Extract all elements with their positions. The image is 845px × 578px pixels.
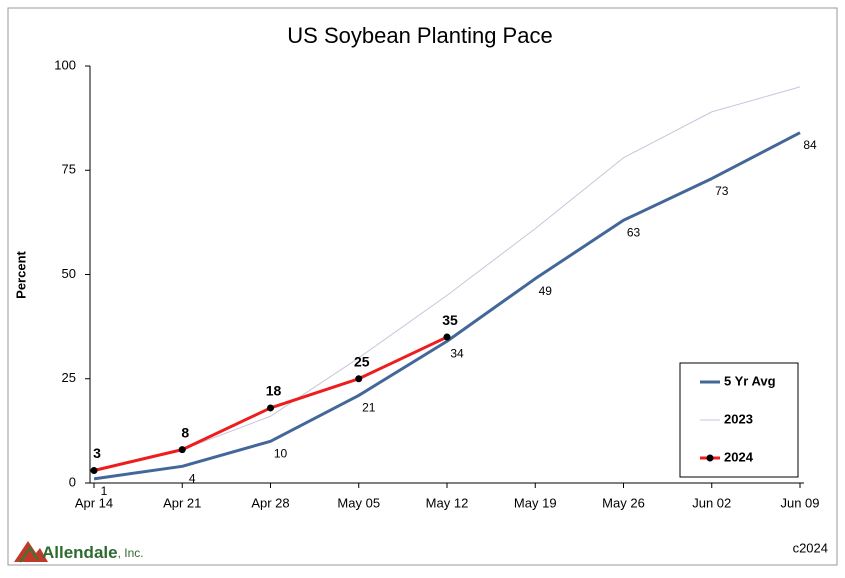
y-axis-label: Percent	[13, 250, 28, 298]
data-label: 8	[181, 424, 189, 440]
x-tick-label: Jun 09	[780, 495, 819, 510]
data-label: 73	[715, 184, 729, 198]
data-label: 49	[539, 284, 553, 298]
logo-text: Allendale, Inc.	[42, 543, 144, 562]
chart-title: US Soybean Planting Pace	[287, 23, 552, 48]
data-label: 35	[442, 312, 458, 328]
data-label: 25	[354, 353, 370, 369]
data-label: 3	[93, 445, 101, 461]
data-label: 84	[803, 138, 817, 152]
x-tick-label: May 05	[337, 495, 380, 510]
legend-label: 2023	[724, 411, 753, 426]
data-label: 10	[274, 446, 288, 460]
data-label: 63	[627, 225, 641, 239]
y-tick-label: 100	[54, 57, 76, 72]
data-label: 34	[450, 346, 464, 360]
x-tick-label: May 12	[426, 495, 469, 510]
data-label: 18	[266, 383, 282, 399]
point-marker	[443, 333, 451, 341]
x-tick-label: May 19	[514, 495, 557, 510]
x-tick-label: Apr 14	[75, 495, 113, 510]
chart-frame	[7, 7, 838, 566]
series-line	[93, 131, 801, 481]
x-tick-label: Apr 28	[251, 495, 289, 510]
legend-box	[679, 362, 799, 478]
data-label: 21	[362, 401, 376, 415]
logo: Allendale, Inc.	[14, 541, 144, 563]
logo-name: Allendale	[42, 543, 118, 562]
data-label: 1	[101, 484, 108, 498]
legend-marker	[706, 454, 714, 462]
point-marker	[355, 375, 363, 383]
legend: 5 Yr Avg 2023 2024	[679, 362, 799, 478]
x-tick-label: Jun 02	[692, 495, 731, 510]
point-marker	[267, 404, 274, 412]
logo-icon-line	[19, 546, 39, 563]
legend-label: 2024	[724, 449, 754, 464]
point-marker	[178, 446, 186, 454]
legend-label: 5 Yr Avg	[724, 373, 776, 388]
y-tick-label: 0	[69, 474, 76, 489]
x-tick-label: Apr 21	[163, 495, 201, 510]
y-tick-label: 50	[62, 266, 76, 281]
logo-suffix: , Inc.	[118, 546, 144, 560]
x-tick-label: May 26	[602, 495, 645, 510]
point-marker	[90, 466, 98, 474]
y-tick-label: 25	[62, 370, 76, 385]
series-line	[93, 86, 801, 471]
copyright: c2024	[793, 540, 828, 555]
y-tick-label: 75	[62, 162, 76, 177]
data-label: 4	[189, 471, 196, 485]
logo-icon	[14, 541, 48, 562]
